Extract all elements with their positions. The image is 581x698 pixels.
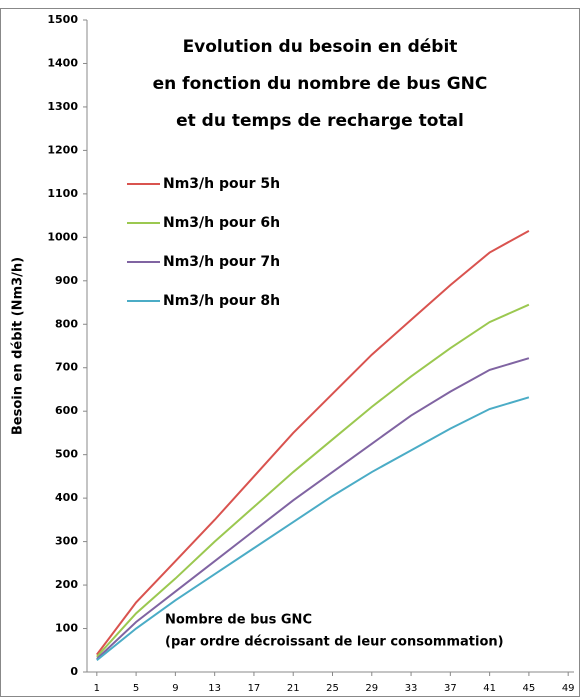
y-tick-label: 700 [55,361,78,374]
x-tick-label: 33 [405,683,418,694]
legend-label: Nm3/h pour 6h [163,215,280,231]
x-tick-label: 29 [365,683,378,694]
y-tick-label: 1300 [47,100,78,113]
y-tick-label: 400 [55,491,78,504]
y-tick-label: 100 [55,622,78,635]
x-tick-label: 49 [562,683,575,694]
y-tick-label: 1200 [47,143,78,156]
legend-label: Nm3/h pour 8h [163,293,280,309]
x-tick-label: 37 [444,683,457,694]
series-line [96,396,530,662]
series-line [96,357,530,660]
x-tick-label: 45 [523,683,536,694]
frame [0,8,580,697]
x-tick-label: 17 [248,683,261,694]
y-tick-label: 800 [55,317,78,330]
x-tick-label: 25 [326,683,339,694]
legend-label: Nm3/h pour 7h [163,254,280,270]
y-tick-label: 1400 [47,56,78,69]
y-tick-label: 200 [55,578,78,591]
y-tick-label: 0 [70,665,78,678]
y-tick-label: 300 [55,535,78,548]
chart-title: en fonction du nombre de bus GNC [153,74,488,94]
legend-label: Nm3/h pour 5h [163,176,280,192]
x-tick-label: 13 [208,683,221,694]
y-tick-label: 1100 [47,187,78,200]
x-tick-label: 21 [287,683,300,694]
x-tick-label: 1 [94,683,100,694]
annotation: Nombre de bus GNC [165,613,312,628]
y-tick-label: 500 [55,448,78,461]
series-line [96,229,530,656]
x-tick-label: 5 [133,683,139,694]
y-tick-label: 600 [55,404,78,417]
chart-title: et du temps de recharge total [176,111,464,131]
series-line [96,303,530,658]
y-tick-label: 1500 [47,13,78,26]
x-tick-label: 41 [483,683,496,694]
annotation: (par ordre décroissant de leur consommat… [165,635,504,650]
y-tick-label: 900 [55,274,78,287]
y-axis-label: Besoin en débit (Nm3/h) [11,257,26,435]
x-tick-label: 9 [172,683,178,694]
chart-title: Evolution du besoin en débit [183,37,458,57]
y-tick-label: 1000 [47,230,78,243]
